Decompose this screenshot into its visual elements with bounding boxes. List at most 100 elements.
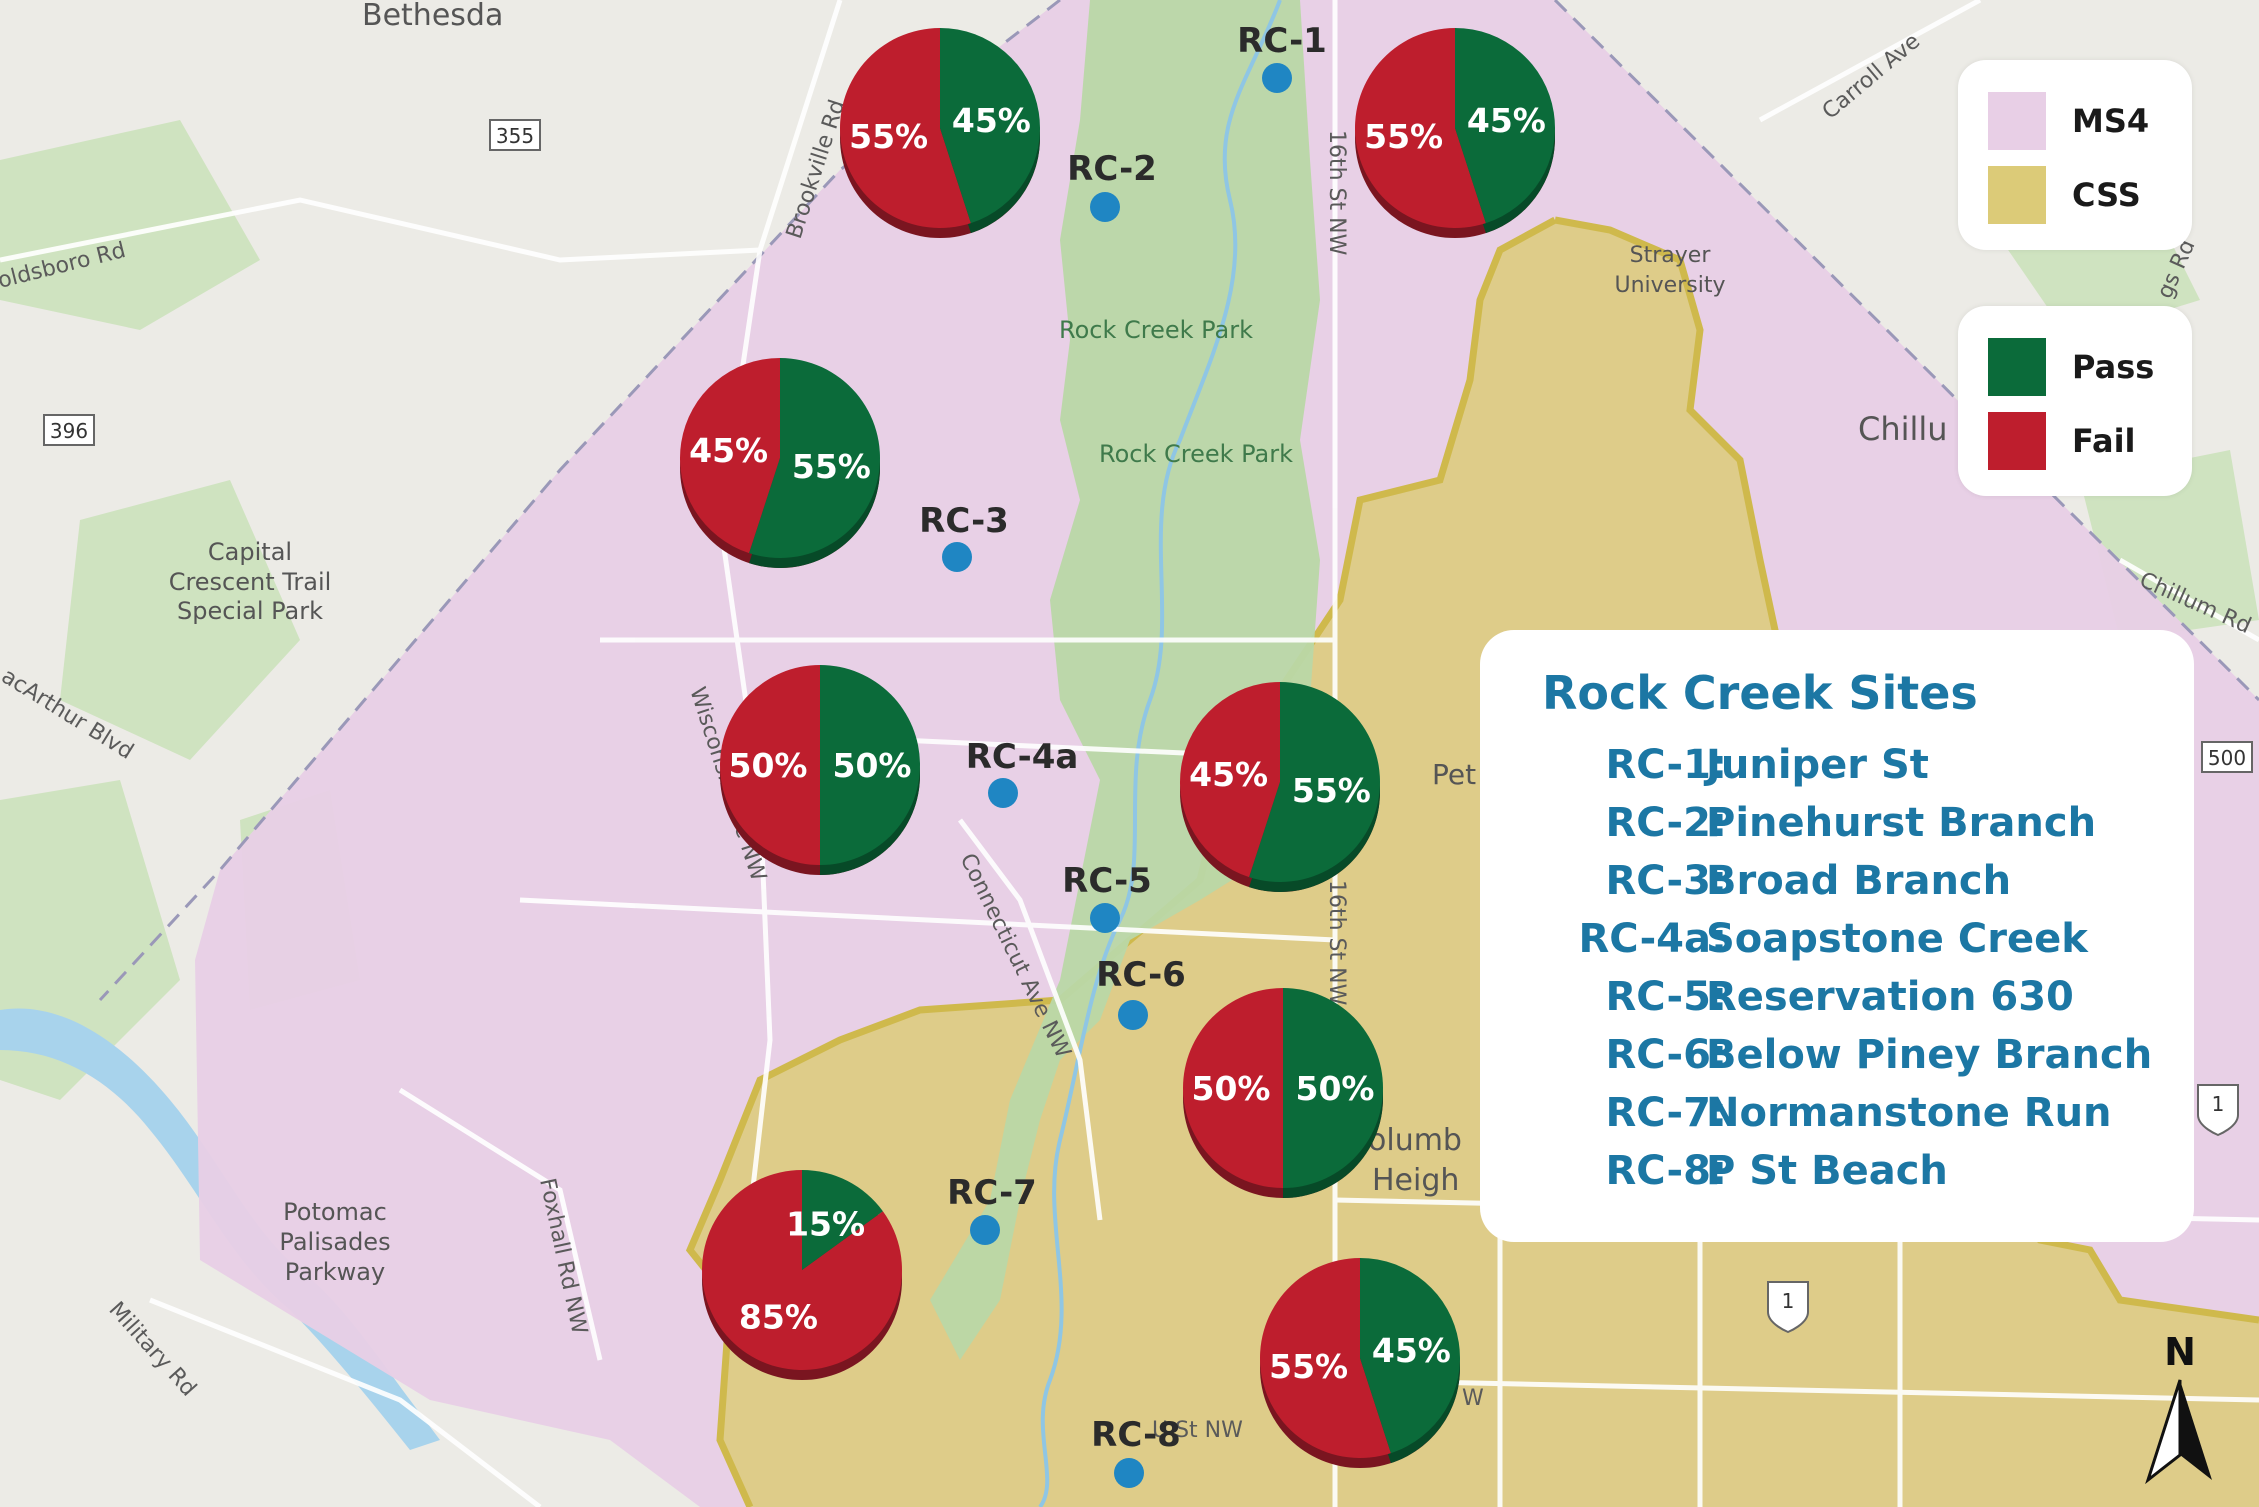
site-name: Reservation 630 <box>1706 974 2074 1020</box>
site-code: RC-4a: <box>1578 916 1728 962</box>
site-dot-rc-6[interactable] <box>1118 1000 1148 1030</box>
pie-rc-2: 45% 55% <box>840 28 1040 238</box>
svg-text:396: 396 <box>50 419 88 443</box>
site-dot-layer: RC-1 RC-2 RC-3 RC-4a RC-5 RC-6 RC-7 RC-8 <box>919 21 1327 1488</box>
pie-rc-6: 50% 50% <box>1183 988 1383 1198</box>
pie-fail-slice <box>1354 28 1486 229</box>
site-code: RC-1: <box>1605 742 1727 788</box>
pie-pass-label: 45% <box>1467 101 1546 140</box>
site-code: RC-5: <box>1605 974 1727 1020</box>
site-row-rc6: RC-6: Below Piney Branch <box>1480 1032 2194 1090</box>
shield-500: 500 <box>2201 741 2253 773</box>
pie-pass-label: 55% <box>792 447 871 486</box>
swatch-fail <box>1988 412 2046 470</box>
rock-creek-stream <box>1038 0 1282 1507</box>
label-heights: Heigh <box>1372 1163 1459 1198</box>
label-16th-st-nw-south: 16th St NW <box>1324 880 1349 1006</box>
label-w: W <box>1462 1386 1484 1411</box>
label-potomac: Potomac <box>283 1198 387 1226</box>
site-dot-rc-1[interactable] <box>1262 63 1292 93</box>
label-palisades: Palisades <box>279 1228 390 1256</box>
site-dot-rc-2[interactable] <box>1090 192 1120 222</box>
pie-fail-label: 50% <box>729 746 808 785</box>
site-label-rc-6: RC-6 <box>1096 955 1186 995</box>
pie-fail-slice <box>720 665 820 865</box>
site-code: RC-6: <box>1605 1032 1727 1078</box>
pie-pass-label: 45% <box>1372 1331 1451 1370</box>
svg-text:355: 355 <box>496 124 534 148</box>
pie-pass-slice <box>749 358 880 558</box>
pie-fail-label: 45% <box>689 431 768 470</box>
site-dot-rc-3[interactable] <box>942 542 972 572</box>
north-arrow-label: N <box>2164 1330 2196 1374</box>
pie-fail-label: 55% <box>1364 117 1443 156</box>
site-dot-rc-7[interactable] <box>970 1215 1000 1245</box>
site-code: RC-8: <box>1605 1148 1727 1194</box>
pie-fail-slice <box>840 28 971 228</box>
legend-item-ms4: MS4 <box>1988 92 2149 150</box>
site-name: Soapstone Creek <box>1706 916 2088 962</box>
site-name: Normanstone Run <box>1706 1090 2112 1136</box>
label-rock-creek-park-2: Rock Creek Park <box>1099 440 1293 468</box>
label-rock-creek-park-1: Rock Creek Park <box>1059 316 1253 344</box>
legend-label-fail: Fail <box>2072 422 2136 460</box>
site-list-title: Rock Creek Sites <box>1542 666 1978 720</box>
site-name: Broad Branch <box>1706 858 2012 904</box>
site-code: RC-3: <box>1605 858 1727 904</box>
legend-item-pass: Pass <box>1988 338 2154 396</box>
pie-pass-label: 15% <box>786 1205 865 1244</box>
pie-pass-label: 50% <box>833 746 912 785</box>
legend-label-ms4: MS4 <box>2072 102 2150 140</box>
site-label-rc-3: RC-3 <box>919 501 1009 541</box>
north-arrow: N <box>2145 1330 2212 1485</box>
pie-pass-slice <box>1283 988 1383 1188</box>
label-16th-st-nw-north: 16th St NW <box>1324 130 1349 256</box>
pie-pass-slice <box>1360 1258 1460 1454</box>
label-chillu: Chillu <box>1858 410 1948 448</box>
site-row-rc7: RC-7: Normanstone Run <box>1480 1090 2194 1148</box>
pie-pass-slice <box>940 28 1040 224</box>
pie-rc-7: 15% 85% <box>702 1170 903 1380</box>
legend-result: Pass Fail <box>1958 306 2192 496</box>
pie-pass-slice <box>820 665 920 865</box>
pie-rc-4a: 50% 50% <box>720 665 920 875</box>
pie-fail-slice <box>1179 682 1280 878</box>
site-row-rc8: RC-8: P St Beach <box>1480 1148 2194 1206</box>
site-code: RC-7: <box>1605 1090 1727 1136</box>
site-row-rc4a: RC-4a: Soapstone Creek <box>1480 916 2194 974</box>
swatch-pass <box>1988 338 2046 396</box>
site-label-rc-5: RC-5 <box>1062 861 1152 901</box>
legend-area-type: MS4 CSS <box>1958 60 2192 250</box>
site-dot-rc-5[interactable] <box>1090 903 1120 933</box>
site-label-rc-2: RC-2 <box>1067 149 1157 189</box>
pie-fail-slice <box>1259 1258 1391 1458</box>
site-row-rc2: RC-2: Pinehurst Branch <box>1480 800 2194 858</box>
label-parkway: Parkway <box>285 1258 385 1286</box>
pie-fail-label: 55% <box>1269 1347 1348 1386</box>
shield-us-1-east: 1 <box>2197 1084 2239 1137</box>
pie-pass-slice <box>1249 682 1380 882</box>
site-dot-rc-8[interactable] <box>1114 1458 1144 1488</box>
site-row-rc3: RC-3: Broad Branch <box>1480 858 2194 916</box>
site-code: RC-2: <box>1605 800 1727 846</box>
label-special-park: Special Park <box>177 597 323 625</box>
swatch-css <box>1988 166 2046 224</box>
pie-rc-5: 55% 45% <box>1179 682 1380 893</box>
site-name: Pinehurst Branch <box>1706 800 2097 846</box>
pie-fail-label: 45% <box>1189 755 1268 794</box>
swatch-ms4 <box>1988 92 2046 150</box>
pie-rc-3: 55% 45% <box>680 358 880 568</box>
label-columbia: olumb <box>1368 1123 1462 1158</box>
label-u-st-nw: U St NW <box>1152 1418 1243 1443</box>
site-row-rc1: RC-1: Juniper St <box>1480 742 2194 800</box>
site-dot-rc-4a[interactable] <box>988 778 1018 808</box>
site-row-rc5: RC-5: Reservation 630 <box>1480 974 2194 1032</box>
pie-pass-slice <box>1455 28 1555 224</box>
site-label-rc-7: RC-7 <box>947 1173 1037 1213</box>
label-pet: Pet <box>1432 758 1476 791</box>
svg-text:1: 1 <box>1782 1289 1795 1313</box>
site-label-rc-4a: RC-4a <box>966 737 1079 777</box>
pie-pass-label: 50% <box>1296 1069 1375 1108</box>
